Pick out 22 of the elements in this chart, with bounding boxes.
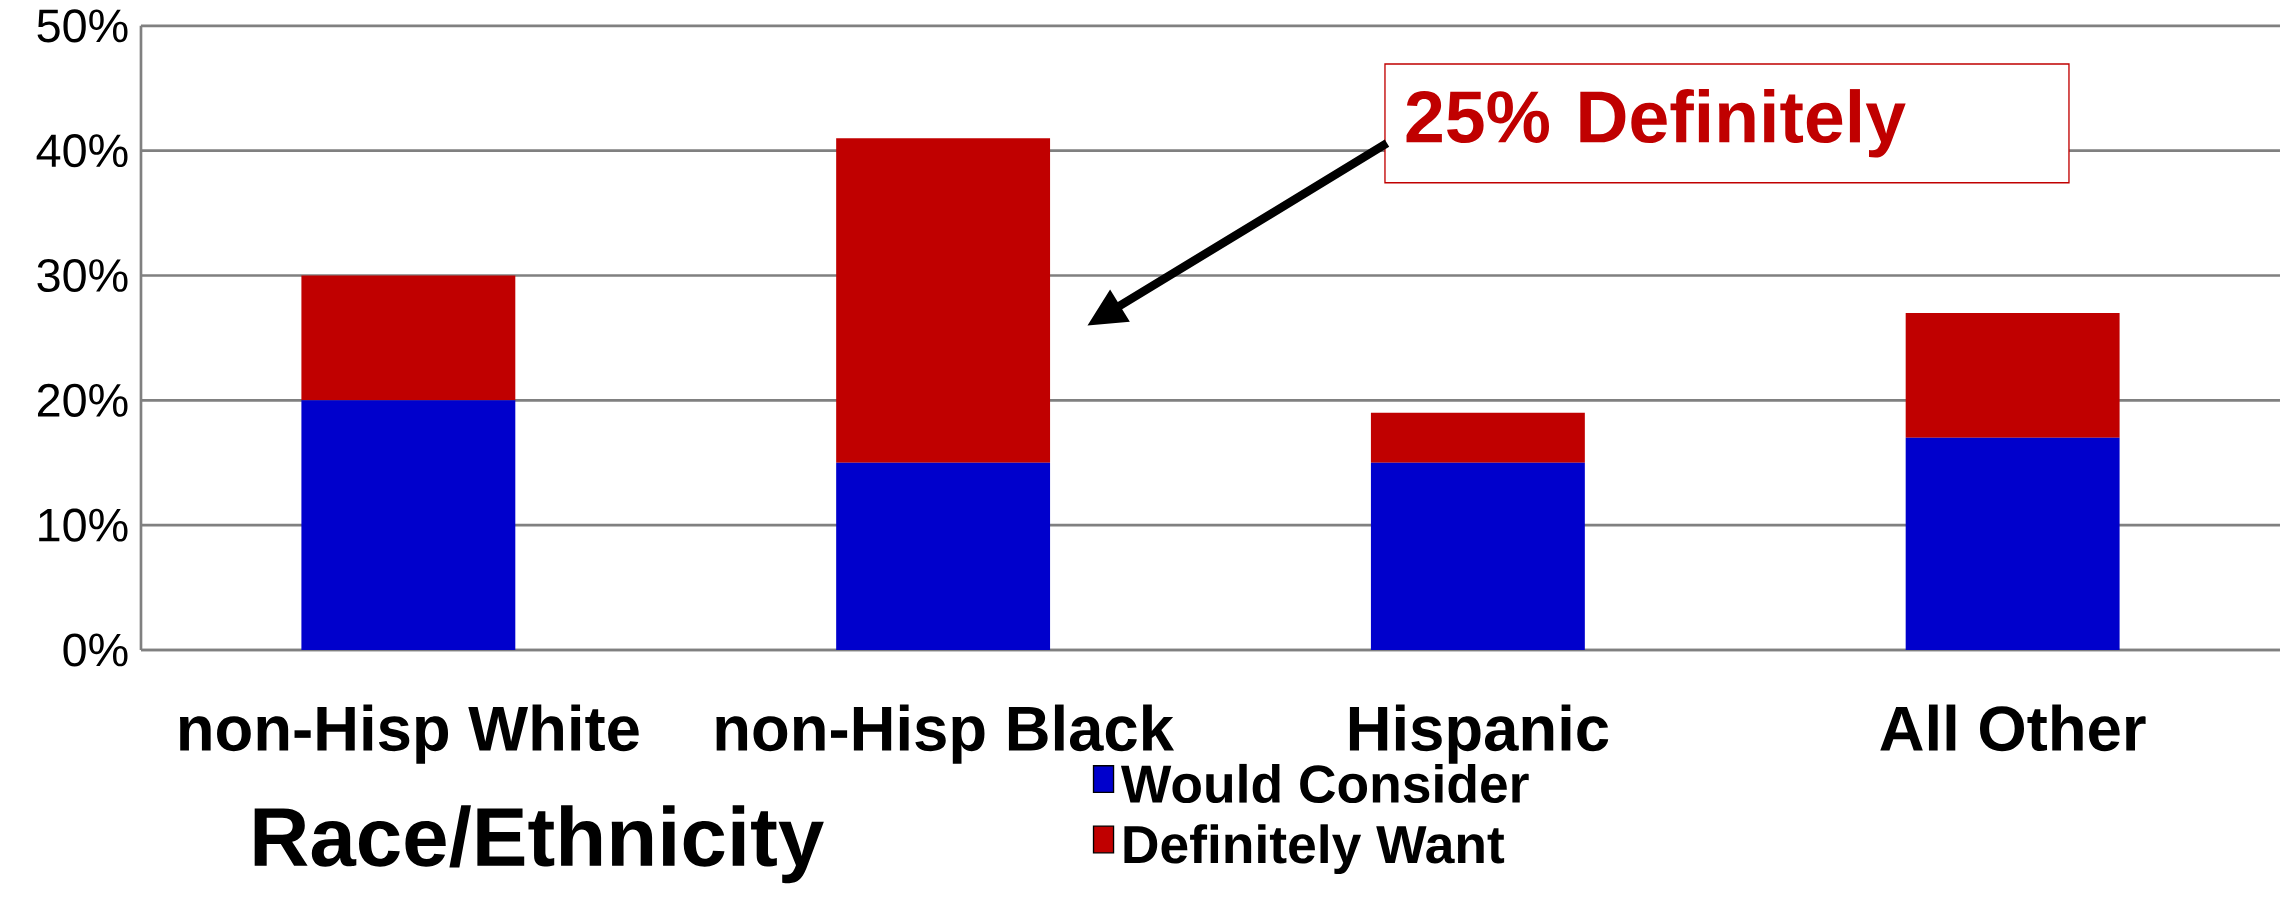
bar [836,138,1051,463]
x-tick-label: non-Hisp Black [716,704,1175,764]
x-tick-label: non-Hisp White [179,704,639,764]
bar [301,400,516,650]
x-tick-label: Hispanic [1349,704,1609,764]
y-tick-label: 0% [63,633,128,667]
y-tick-label: 10% [39,508,128,542]
y-tick-label: 20% [37,383,128,417]
bar [1905,437,2120,650]
bar [836,462,1051,650]
bar [1905,312,2120,438]
x-axis-title: Race/Ethnicity [254,805,824,884]
legend-label: Definitely Want [1124,824,1505,875]
bar [1370,412,1585,463]
x-tick-label: All Other [1880,704,2146,752]
y-tick-label: 30% [37,258,128,293]
legend-label: Would Consider [1120,763,1529,804]
y-tick-label: 40% [36,134,128,168]
y-tick-label: 50% [37,9,128,43]
bar [1370,462,1585,650]
bar [301,275,516,401]
annotation: 25% Definitely [1406,89,1906,158]
